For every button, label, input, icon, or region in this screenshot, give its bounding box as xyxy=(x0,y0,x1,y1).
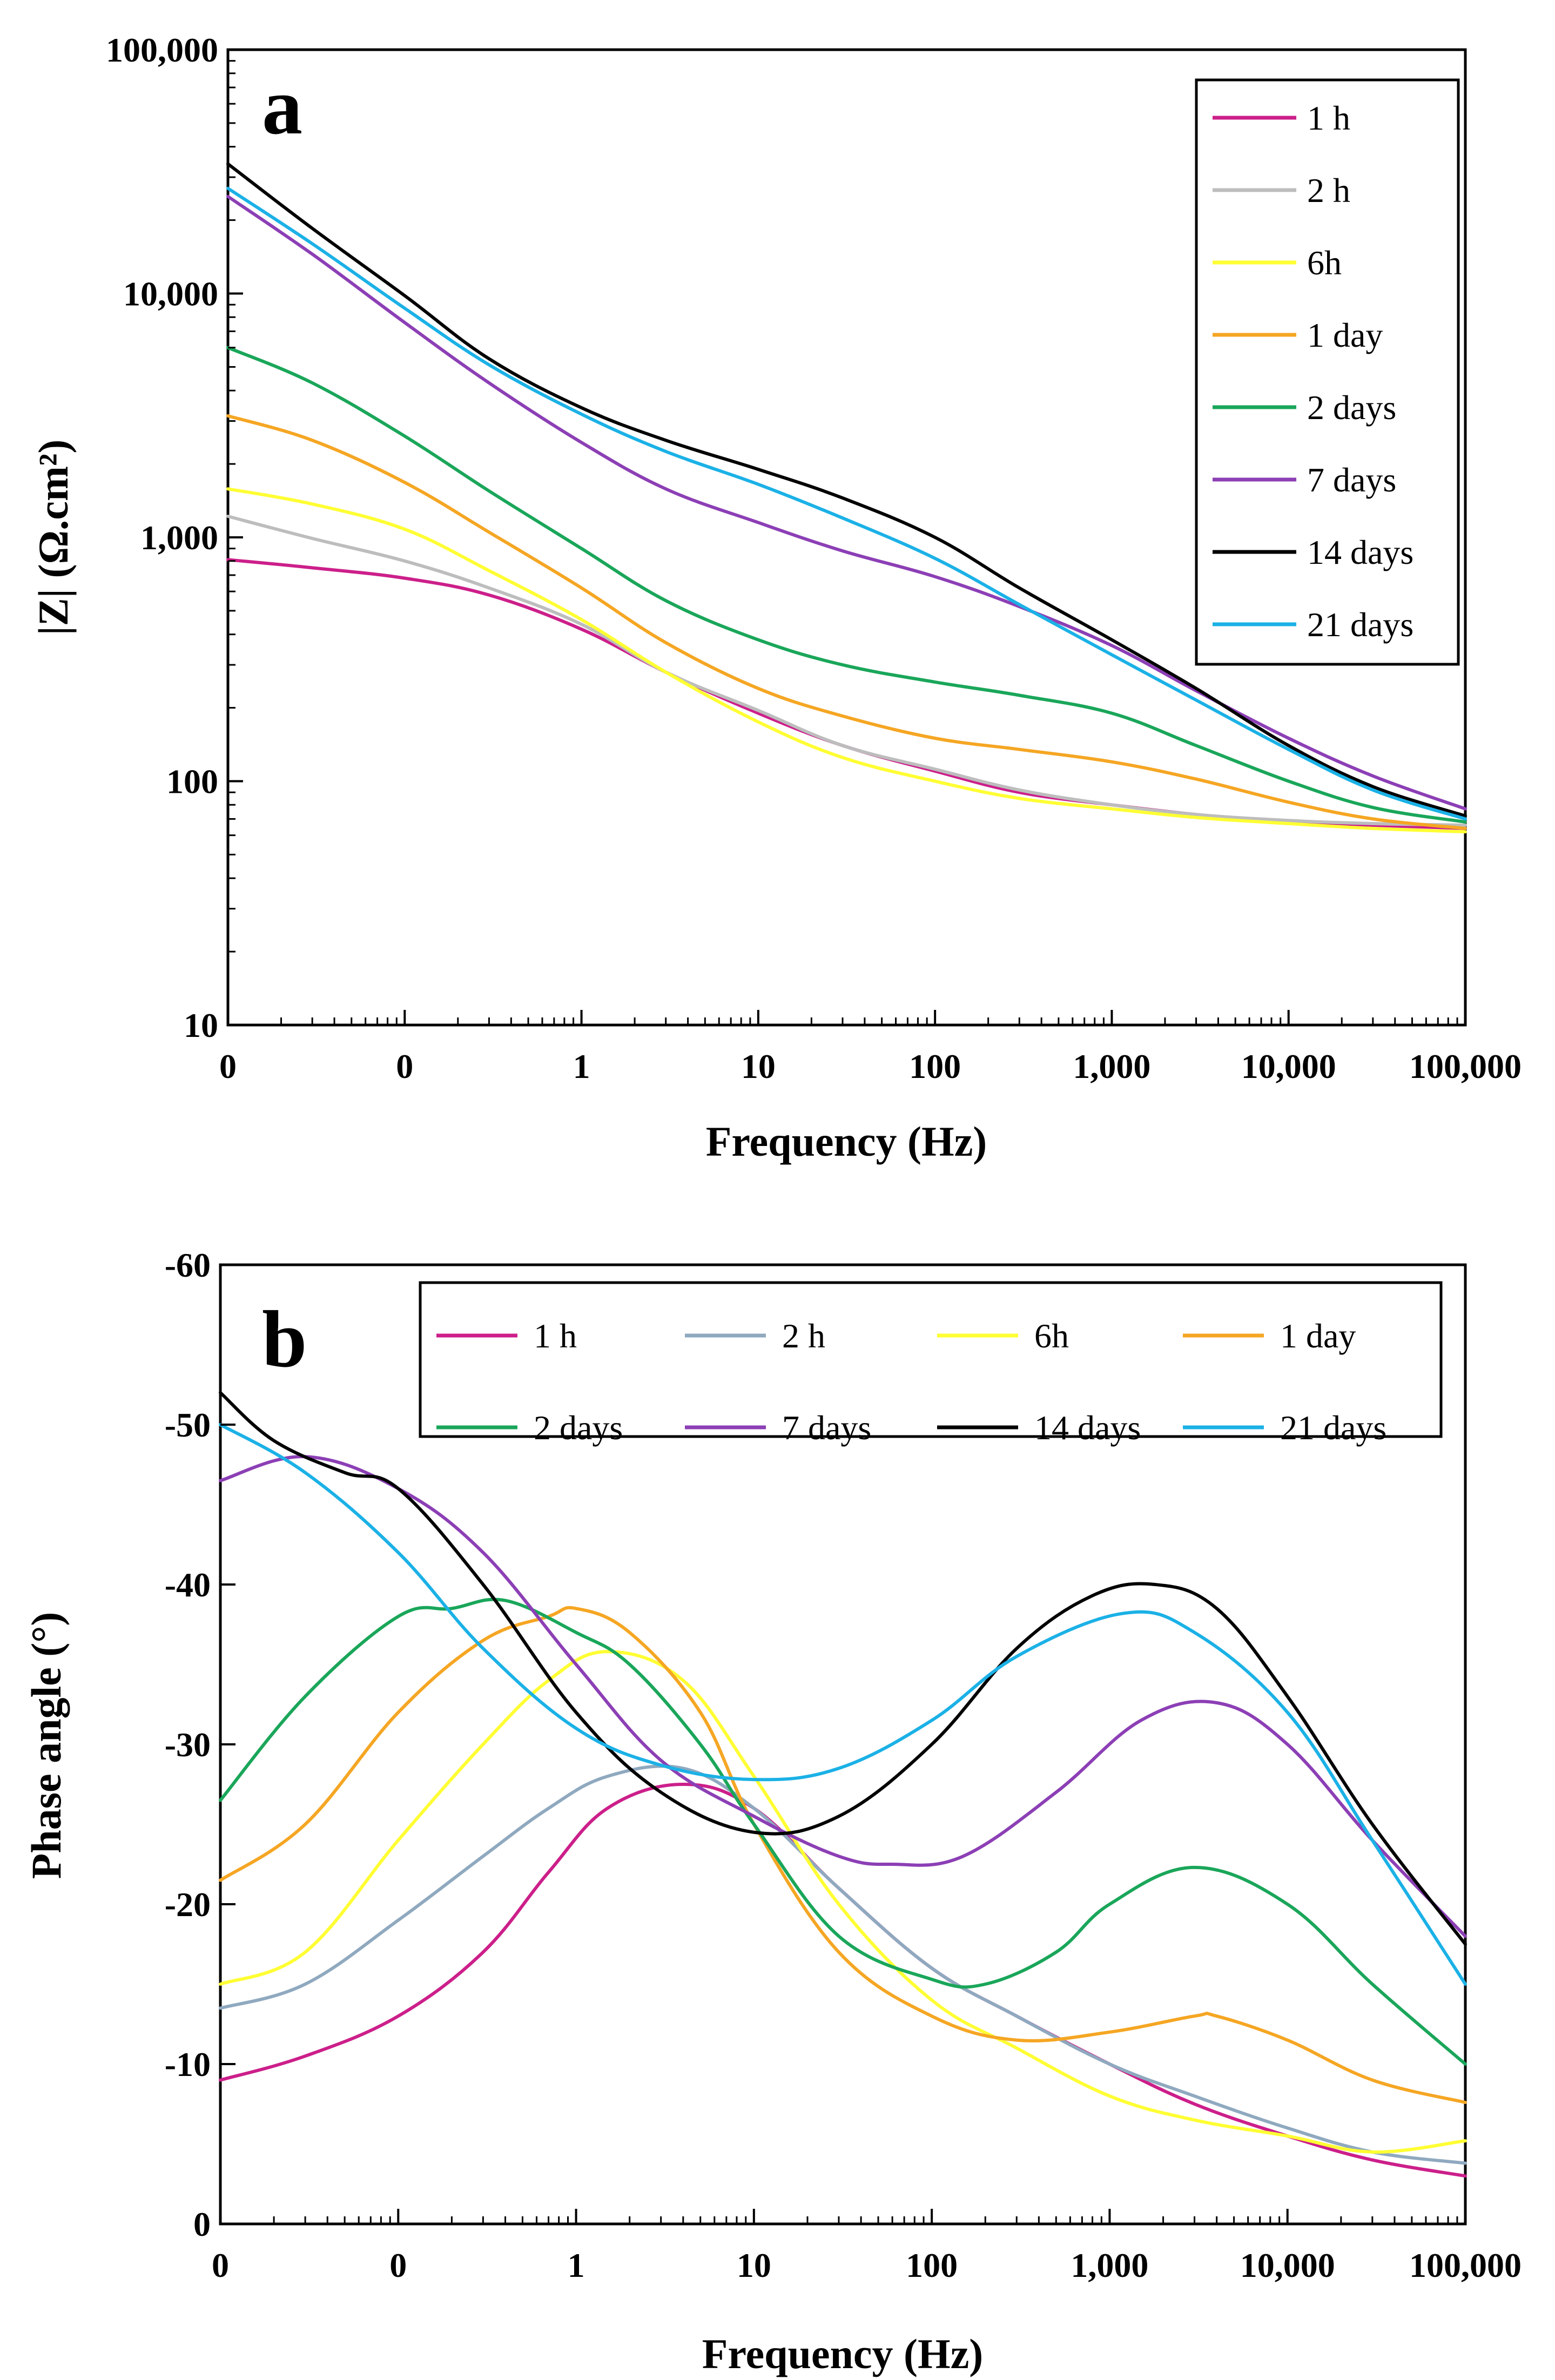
legend-frame-b xyxy=(419,1281,1443,1438)
legend-label-a: 6h xyxy=(1307,244,1342,282)
y-tick-label-a: 10,000 xyxy=(123,275,218,313)
plot-area-a xyxy=(226,48,1467,1027)
y-tick-label-a: 100,000 xyxy=(106,31,218,69)
y-tick-label-b: -10 xyxy=(165,2045,211,2084)
phase-line-4 xyxy=(219,1606,1467,2104)
x-tick-label-a: 0 xyxy=(219,1047,237,1086)
x-tick-label-b: 1 xyxy=(568,2246,585,2284)
x-tick-label-b: 100,000 xyxy=(1409,2246,1522,2284)
x-tick-label-a: 0 xyxy=(396,1047,413,1086)
phase-line-6 xyxy=(219,1455,1467,1938)
y-tick-label-b: 0 xyxy=(193,2205,211,2243)
phase-series-group xyxy=(219,1391,1467,2178)
panel-label-a: a xyxy=(262,62,302,151)
x-tick-label-b: 1,000 xyxy=(1071,2246,1148,2284)
x-tick-label-a: 1,000 xyxy=(1073,1047,1150,1086)
legend-a: 1 h 2 h 6h 1 day 2 days 7 days 14 days 21 days xyxy=(1195,78,1460,666)
legend-label-b: 21 days xyxy=(1280,1408,1386,1447)
y-axis-title-b: Phase angle (°) xyxy=(23,1612,70,1879)
phase-line-5 xyxy=(219,1597,1467,2066)
impedance-line-2 xyxy=(226,515,1467,827)
y-tick-label-a: 1,000 xyxy=(140,518,218,557)
x-tick-label-a: 10,000 xyxy=(1241,1047,1336,1086)
x-tick-label-a: 10 xyxy=(741,1047,776,1086)
legend-label-b: 2 days xyxy=(534,1408,623,1447)
legend-frame-a xyxy=(1195,78,1460,666)
x-axis-title-b: Frequency (Hz) xyxy=(702,2330,984,2377)
legend-label-a: 21 days xyxy=(1307,605,1413,644)
phase-line-7 xyxy=(219,1391,1467,1946)
phase-line-3 xyxy=(219,1650,1467,2154)
impedance-line-7 xyxy=(226,162,1467,818)
legend-label-b: 1 day xyxy=(1280,1317,1356,1355)
phase-line-1 xyxy=(219,1783,1467,2178)
legend-label-b: 14 days xyxy=(1034,1408,1141,1447)
impedance-line-3 xyxy=(226,487,1467,834)
legend-label-b: 6h xyxy=(1034,1317,1069,1355)
x-tick-label-b: 10,000 xyxy=(1240,2246,1335,2284)
impedance-series-group xyxy=(226,162,1467,834)
legend-label-a: 1 day xyxy=(1307,316,1383,354)
legend-label-b: 2 h xyxy=(782,1317,825,1355)
x-tick-label-a: 100 xyxy=(909,1047,961,1086)
legend-label-a: 1 h xyxy=(1307,99,1350,137)
x-tick-label-a: 1 xyxy=(573,1047,590,1086)
y-tick-label-b: -50 xyxy=(165,1406,211,1444)
impedance-line-8 xyxy=(226,186,1467,821)
legend-label-b: 7 days xyxy=(782,1408,871,1447)
impedance-line-4 xyxy=(226,414,1467,830)
legend-b: 1 h 2 h 6h 1 day 2 days 7 days 14 days 21 days xyxy=(419,1281,1443,1447)
y-tick-label-b: -40 xyxy=(165,1566,211,1604)
y-tick-label-b: -30 xyxy=(165,1725,211,1764)
phase-line-2 xyxy=(219,1764,1467,2165)
y-tick-label-a: 10 xyxy=(184,1006,218,1044)
panel-label-b: b xyxy=(262,1294,307,1384)
x-tick-label-b: 10 xyxy=(737,2246,771,2284)
legend-label-a: 2 days xyxy=(1307,388,1396,427)
x-tick-label-b: 0 xyxy=(389,2246,407,2284)
phase-line-8 xyxy=(219,1423,1467,1986)
impedance-line-1 xyxy=(226,558,1467,830)
x-tick-label-a: 100,000 xyxy=(1409,1047,1522,1086)
impedance-chart: 0 0 1 10 100 1,000 10,000 100,000 10 100 1,000 10,… xyxy=(30,31,1522,1165)
y-tick-label-a: 100 xyxy=(166,763,218,801)
legend-label-a: 2 h xyxy=(1307,171,1350,210)
legend-label-a: 7 days xyxy=(1307,461,1396,499)
impedance-line-5 xyxy=(226,346,1467,824)
x-tick-label-b: 100 xyxy=(906,2246,958,2284)
legend-label-b: 1 h xyxy=(534,1317,577,1355)
legend-label-a: 14 days xyxy=(1307,533,1413,571)
y-tick-label-b: -60 xyxy=(165,1246,211,1284)
y-tick-label-b: -20 xyxy=(165,1885,211,1924)
x-tick-label-b: 0 xyxy=(212,2246,229,2284)
impedance-line-6 xyxy=(226,194,1467,811)
phase-chart: 0 0 1 10 100 1,000 10,000 100,000 0-10-20-30-40… xyxy=(23,1246,1522,2377)
x-axis-title-a: Frequency (Hz) xyxy=(706,1118,987,1165)
y-axis-title-a: |Z| (Ω.cm²) xyxy=(30,440,77,636)
